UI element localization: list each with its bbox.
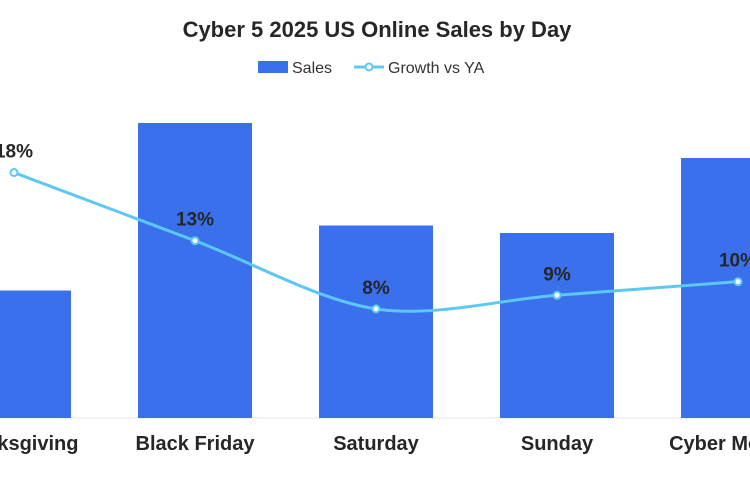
growth-data-label: 13% <box>176 210 214 231</box>
legend-marker-growth <box>364 62 374 72</box>
sales-bar <box>500 233 614 418</box>
growth-data-label: 8% <box>362 278 390 299</box>
sales-bar <box>138 123 252 418</box>
growth-point <box>190 236 200 246</box>
sales-bar <box>681 158 750 418</box>
growth-markers <box>9 168 743 314</box>
chart-title: Cyber 5 2025 US Online Sales by Day <box>183 17 573 42</box>
growth-data-label: 18% <box>0 142 33 163</box>
growth-point <box>733 277 743 287</box>
category-label: Cyber Monday <box>669 433 750 455</box>
growth-labels: 18% 13% 8% 9% 10% <box>0 142 750 299</box>
category-label: Saturday <box>333 433 419 455</box>
growth-data-label: 10% <box>719 251 750 272</box>
category-label: Sunday <box>521 433 594 455</box>
category-label: Thanksgiving <box>0 433 78 455</box>
sales-bar <box>0 290 71 418</box>
growth-point <box>371 304 381 314</box>
category-labels: Thanksgiving Black Friday Saturday Sunday Cy… <box>0 433 750 455</box>
legend: Sales Growth vs YA <box>258 60 485 77</box>
growth-point <box>9 168 19 178</box>
growth-data-label: 9% <box>543 264 571 285</box>
sales-bar <box>319 225 433 418</box>
legend-label-sales: Sales <box>292 60 332 77</box>
category-label: Black Friday <box>136 433 256 455</box>
sales-bars <box>0 123 750 418</box>
growth-point <box>552 290 562 300</box>
legend-label-growth: Growth vs YA <box>388 60 485 77</box>
legend-swatch-sales <box>258 61 288 73</box>
